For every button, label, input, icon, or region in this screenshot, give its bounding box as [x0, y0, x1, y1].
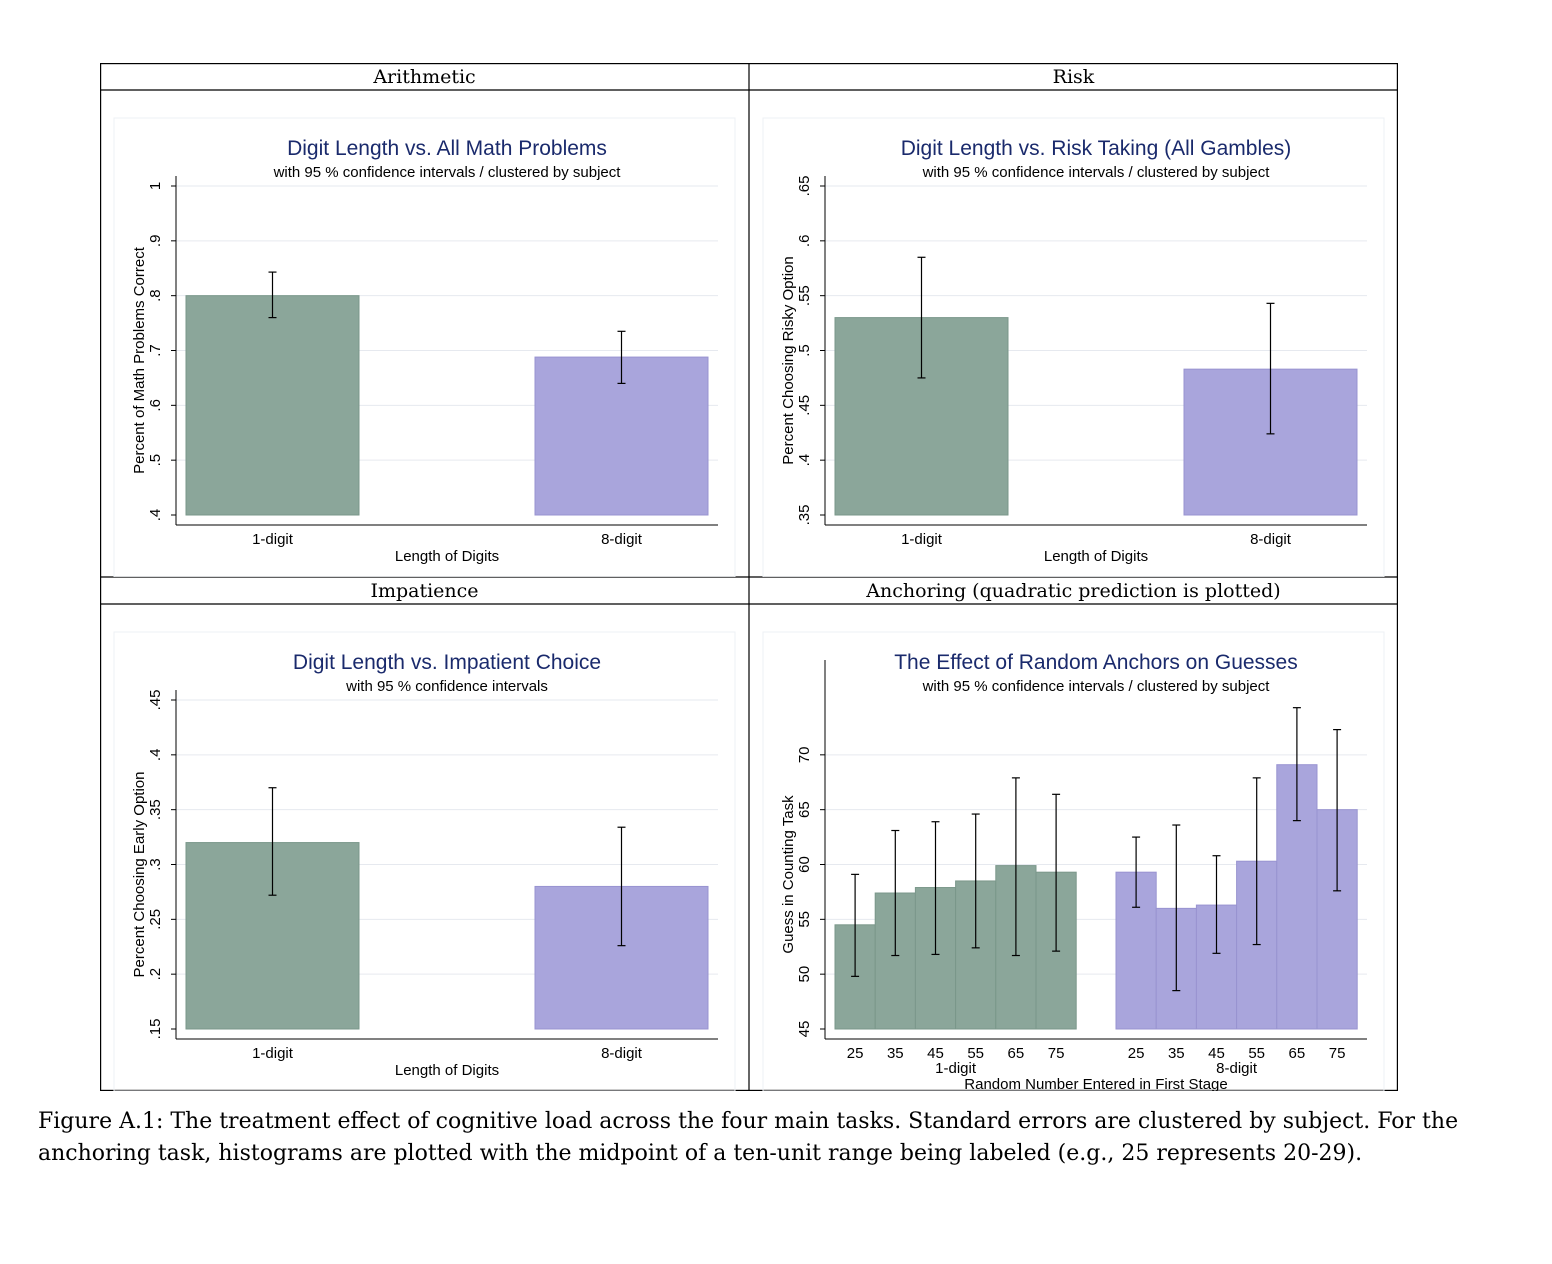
x-tick-label: 65: [1289, 1045, 1306, 1062]
y-tick-label: .4: [147, 509, 164, 522]
bar-1-digit: [185, 295, 360, 516]
group-label: 1-digit: [935, 1060, 977, 1077]
x-axis-label: Length of Digits: [395, 1062, 499, 1079]
y-tick-label: .9: [147, 235, 164, 248]
chart-risk: Digit Length vs. Risk Taking (All Gamble…: [762, 117, 1385, 577]
y-tick-label: 45: [796, 1021, 813, 1038]
y-axis-label: Guess in Counting Task: [780, 795, 797, 954]
x-tick-label: 25: [847, 1045, 864, 1062]
x-tick-label: 75: [1329, 1045, 1346, 1062]
panel-header-arithmetic: Arithmetic: [373, 65, 476, 88]
chart-title: Digit Length vs. Risk Taking (All Gamble…: [901, 137, 1292, 160]
y-tick-label: .15: [147, 1019, 164, 1040]
y-tick-label: 55: [796, 911, 813, 928]
plot-region-frame: [762, 631, 1385, 1091]
x-tick-label: 1-digit: [901, 531, 943, 548]
y-tick-label: 1: [147, 182, 164, 190]
figure-grid-lines: [100, 63, 1398, 1091]
x-tick-label: 45: [927, 1045, 944, 1062]
y-tick-label: 50: [796, 966, 813, 983]
plot-region-frame: [762, 117, 1385, 577]
y-tick-label: 65: [796, 801, 813, 818]
bar-8-digit-25: [1115, 871, 1157, 1030]
chart-title: Digit Length vs. Impatient Choice: [293, 651, 601, 674]
panel-header-anchoring: Anchoring (quadratic prediction is plott…: [866, 579, 1281, 602]
y-tick-label: .4: [796, 454, 813, 467]
plot-region-frame: [113, 117, 736, 577]
x-tick-label: 35: [1168, 1045, 1185, 1062]
y-tick-label: .8: [147, 289, 164, 302]
x-axis-label: Length of Digits: [1044, 548, 1148, 565]
group-label: 8-digit: [1216, 1060, 1258, 1077]
x-tick-label: 25: [1128, 1045, 1145, 1062]
y-axis-label: Percent of Math Problems Correct: [131, 246, 148, 474]
y-tick-label: .2: [147, 968, 164, 981]
panel-header-impatience: Impatience: [370, 579, 479, 602]
x-tick-label: 35: [887, 1045, 904, 1062]
y-axis-label: Percent Choosing Risky Option: [780, 256, 797, 464]
chart-subtitle: with 95 % confidence intervals: [345, 678, 548, 695]
y-tick-label: .65: [796, 176, 813, 197]
y-tick-label: .6: [147, 399, 164, 412]
x-tick-label: 1-digit: [252, 531, 294, 548]
y-tick-label: .4: [147, 749, 164, 762]
chart-impatience: Digit Length vs. Impatient Choice with 95…: [113, 631, 736, 1091]
x-axis-label: Random Number Entered in First Stage: [964, 1076, 1227, 1091]
x-tick-label: 8-digit: [601, 531, 643, 548]
x-tick-label: 65: [1008, 1045, 1025, 1062]
x-tick-label: 55: [967, 1045, 984, 1062]
y-tick-label: .35: [147, 799, 164, 820]
y-tick-label: .35: [796, 505, 813, 526]
y-tick-label: .6: [796, 235, 813, 248]
y-tick-label: .45: [147, 690, 164, 711]
x-axis-label: Length of Digits: [395, 548, 499, 565]
y-tick-label: 70: [796, 746, 813, 763]
x-tick-label: 8-digit: [601, 1045, 643, 1062]
chart-subtitle: with 95 % confidence intervals / cluster…: [922, 678, 1271, 695]
panel-header-risk: Risk: [1052, 65, 1095, 88]
figure-grid: Arithmetic Risk Impatience Anchoring (qu…: [100, 63, 1398, 1091]
chart-subtitle: with 95 % confidence intervals / cluster…: [273, 164, 622, 181]
y-axis-label: Percent Choosing Early Option: [131, 772, 148, 978]
chart-arithmetic: Digit Length vs. All Math Problems with 9…: [113, 117, 736, 577]
chart-title: The Effect of Random Anchors on Guesses: [894, 651, 1298, 674]
y-tick-label: .7: [147, 344, 164, 357]
x-tick-label: 55: [1248, 1045, 1265, 1062]
chart-title: Digit Length vs. All Math Problems: [287, 137, 607, 160]
y-tick-label: .25: [147, 909, 164, 930]
chart-anchoring: The Effect of Random Anchors on Guesses w…: [762, 631, 1385, 1091]
y-tick-label: .55: [796, 285, 813, 306]
x-tick-label: 1-digit: [252, 1045, 294, 1062]
figure-caption: Figure A.1: The treatment effect of cogn…: [38, 1109, 1459, 1166]
plot-region-frame: [113, 631, 736, 1091]
y-tick-label: .5: [796, 344, 813, 357]
y-tick-label: 60: [796, 856, 813, 873]
y-tick-label: .5: [147, 454, 164, 467]
y-tick-label: .3: [147, 858, 164, 871]
chart-subtitle: with 95 % confidence intervals / cluster…: [922, 164, 1271, 181]
y-tick-label: .45: [796, 395, 813, 416]
x-tick-label: 8-digit: [1250, 531, 1292, 548]
x-tick-label: 75: [1048, 1045, 1065, 1062]
x-tick-label: 45: [1208, 1045, 1225, 1062]
